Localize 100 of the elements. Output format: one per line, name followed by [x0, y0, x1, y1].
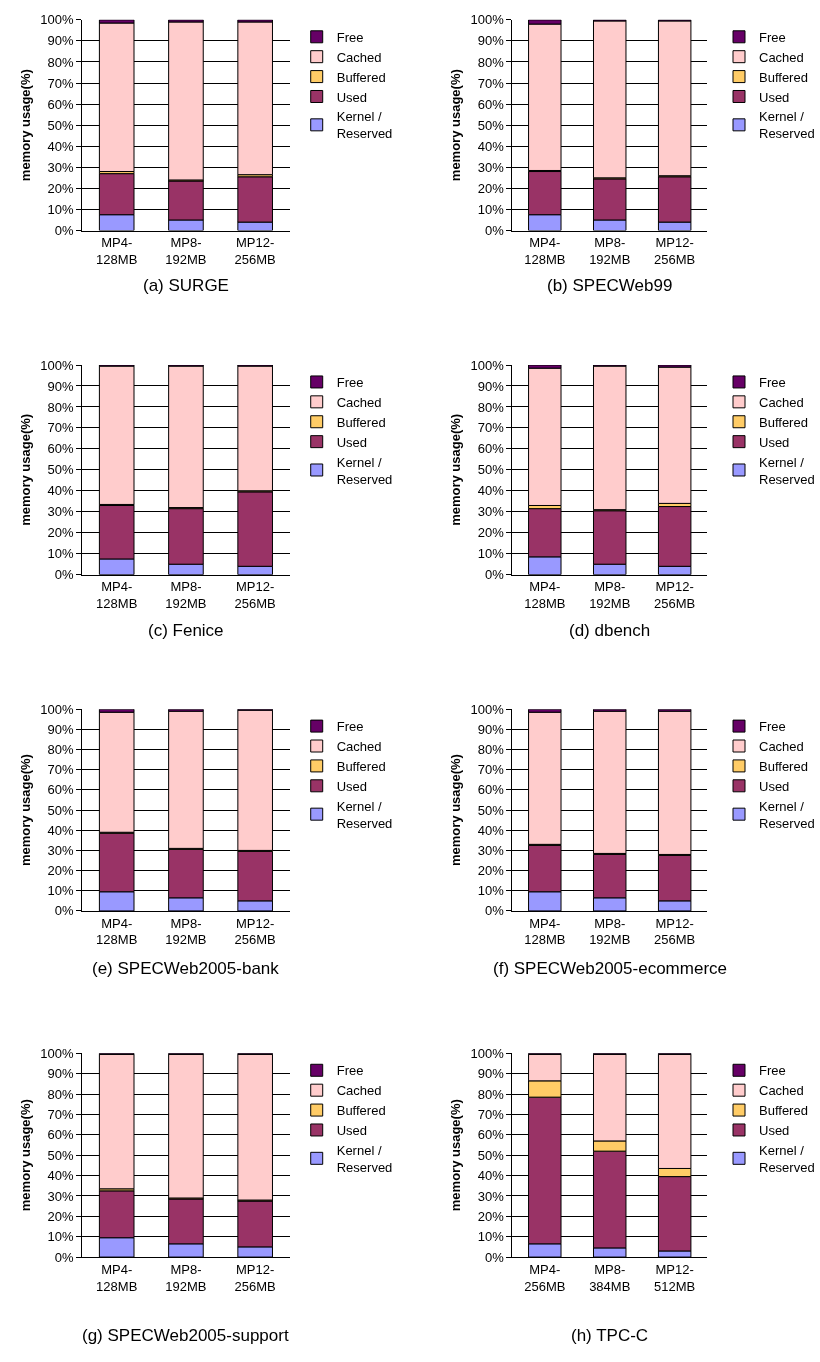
y-tick-label: 70%: [477, 75, 505, 91]
legend-label: Cached: [759, 394, 804, 410]
legend-label: Used: [759, 1123, 790, 1139]
y-axis-title: memory usage(%): [18, 413, 34, 526]
y-tick-label: 40%: [47, 1168, 74, 1184]
legend-label: Used: [759, 778, 790, 794]
y-tick-label: 30%: [477, 504, 505, 520]
y-tick-label: 70%: [47, 1107, 74, 1123]
y-tick-label: 0%: [484, 1249, 505, 1265]
y-axis-title: memory usage(%): [448, 413, 464, 526]
y-tick-label: 80%: [47, 399, 74, 415]
y-tick-label: 30%: [47, 159, 74, 175]
y-tick-label: 50%: [47, 1147, 74, 1163]
legend-label: Used: [759, 434, 790, 450]
y-tick-label: 0%: [54, 1249, 74, 1265]
legend-label: Buffered: [336, 414, 386, 430]
legend-label: Cached: [336, 394, 382, 410]
y-tick-label: 70%: [477, 1107, 505, 1123]
legend-label: Cached: [759, 49, 804, 65]
text: (c) Fenice: [148, 621, 224, 640]
x-tick-label: MP12-256MB: [234, 1261, 276, 1294]
y-tick-label: 40%: [477, 1168, 505, 1184]
y-tick-label: 40%: [477, 138, 505, 154]
text: (g) SPECWeb2005-support: [82, 1326, 289, 1345]
x-tick-label: MP4-128MB: [524, 235, 566, 268]
legend-label: Cached: [336, 49, 382, 65]
y-tick-label: 20%: [47, 180, 74, 196]
legend-label: Buffered: [336, 1103, 386, 1119]
y-tick-label: 10%: [477, 546, 505, 562]
y-axis-title: memory usage(%): [18, 1099, 34, 1212]
x-tick-label: MP12-512MB: [654, 1261, 696, 1294]
x-tick-label: MP12-256MB: [654, 235, 696, 268]
y-tick-label: 0%: [484, 223, 505, 239]
legend-label: Buffered: [759, 1103, 808, 1119]
y-tick-label: 100%: [40, 12, 74, 28]
x-tick-label: MP4-128MB: [524, 915, 566, 948]
x-tick-label: MP8-192MB: [165, 1261, 207, 1294]
y-tick-label: 50%: [477, 1147, 505, 1163]
legend-label: Free: [759, 29, 786, 45]
y-tick-label: 60%: [47, 96, 74, 112]
legend-label: Free: [336, 719, 364, 735]
y-tick-label: 100%: [470, 12, 505, 28]
legend-label: Cached: [336, 739, 382, 755]
y-tick-label: 30%: [477, 842, 505, 858]
y-tick-label: 90%: [47, 721, 74, 737]
y-tick-label: 50%: [477, 117, 505, 133]
y-tick-label: 20%: [477, 863, 505, 879]
y-tick-label: 100%: [40, 357, 74, 373]
y-tick-label: 20%: [47, 863, 74, 879]
y-tick-label: 30%: [477, 1188, 505, 1204]
y-tick-label: 30%: [47, 1188, 74, 1204]
legend-label: Used: [336, 1123, 368, 1139]
y-tick-label: 10%: [477, 883, 505, 899]
y-axis-title: memory usage(%): [448, 1099, 464, 1212]
legend-label: Used: [336, 434, 368, 450]
y-axis-title: memory usage(%): [448, 69, 464, 182]
x-tick-label: MP8-192MB: [165, 915, 207, 948]
legend-label: Kernel / Reserved: [759, 1142, 815, 1175]
legend-label: Kernel / Reserved: [336, 798, 393, 831]
legend-label: Free: [759, 1063, 786, 1079]
y-tick-label: 20%: [47, 525, 74, 541]
y-tick-label: 50%: [47, 802, 74, 818]
y-tick-label: 0%: [54, 223, 74, 239]
y-tick-label: 80%: [477, 742, 505, 758]
y-tick-label: 10%: [47, 202, 74, 217]
x-tick-label: MP12-256MB: [234, 579, 276, 612]
legend-label: Kernel / Reserved: [336, 1142, 393, 1175]
legend-label: Buffered: [759, 69, 808, 85]
x-tick-label: MP4-128MB: [524, 579, 566, 612]
x-tick-label: MP4-256MB: [524, 1261, 566, 1294]
legend-label: Buffered: [336, 69, 386, 85]
legend-label: Free: [336, 1063, 364, 1079]
x-tick-label: MP8-192MB: [165, 235, 207, 268]
y-tick-label: 90%: [47, 378, 74, 394]
legend-label: Free: [759, 719, 786, 735]
x-tick-label: MP12-256MB: [654, 579, 696, 612]
legend-label: Used: [759, 89, 790, 105]
legend-label: Cached: [759, 739, 804, 755]
text: (e) SPECWeb2005-bank: [92, 959, 280, 978]
y-tick-label: 60%: [47, 782, 74, 798]
y-axis-title: memory usage(%): [18, 69, 34, 182]
y-tick-label: 30%: [47, 504, 74, 520]
y-tick-label: 90%: [47, 33, 74, 49]
y-tick-label: 60%: [477, 782, 505, 798]
y-tick-label: 80%: [477, 1086, 505, 1102]
x-tick-label: MP12-256MB: [234, 235, 276, 268]
x-tick-label: MP8-192MB: [589, 579, 631, 612]
y-axis-title: memory usage(%): [18, 754, 34, 867]
y-tick-label: 100%: [40, 701, 74, 717]
text: (d) dbench: [569, 621, 651, 640]
y-tick-label: 40%: [47, 483, 74, 499]
y-tick-label: 90%: [477, 721, 505, 737]
y-tick-label: 70%: [47, 75, 74, 91]
y-tick-label: 80%: [47, 742, 74, 758]
legend-label: Kernel / Reserved: [759, 109, 815, 142]
y-tick-label: 70%: [47, 762, 74, 778]
y-tick-label: 0%: [484, 903, 505, 919]
y-tick-label: 40%: [47, 138, 74, 154]
x-tick-label: MP4-128MB: [96, 915, 138, 948]
legend-label: Kernel / Reserved: [336, 109, 393, 142]
